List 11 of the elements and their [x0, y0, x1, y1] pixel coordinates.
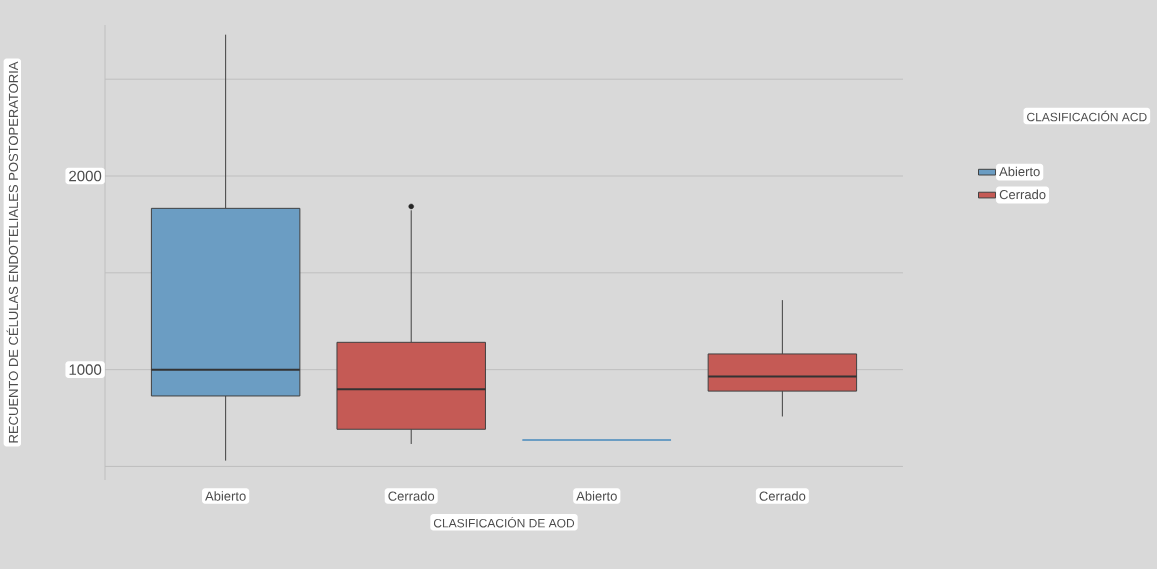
x-tick-label: Cerrado [759, 491, 806, 501]
y-axis-title: RECUENTO DE CÉLULAS ENDOTELIALES POSTOPERATORIA [6, 61, 19, 443]
legend-title: CLASIFICACIÓN ACD [1027, 110, 1147, 122]
x-tick-label: Abierto [205, 491, 246, 501]
legend-label: Abierto [999, 166, 1040, 177]
legend-label: Cerrado [999, 189, 1046, 200]
x-tick-label: Cerrado [388, 491, 435, 501]
x-tick-label: Abierto [576, 491, 617, 501]
y-tick-label: 1000 [69, 364, 102, 375]
y-tick-label: 2000 [69, 170, 102, 182]
x-axis-title: CLASIFICACIÓN DE AOD [433, 516, 575, 528]
